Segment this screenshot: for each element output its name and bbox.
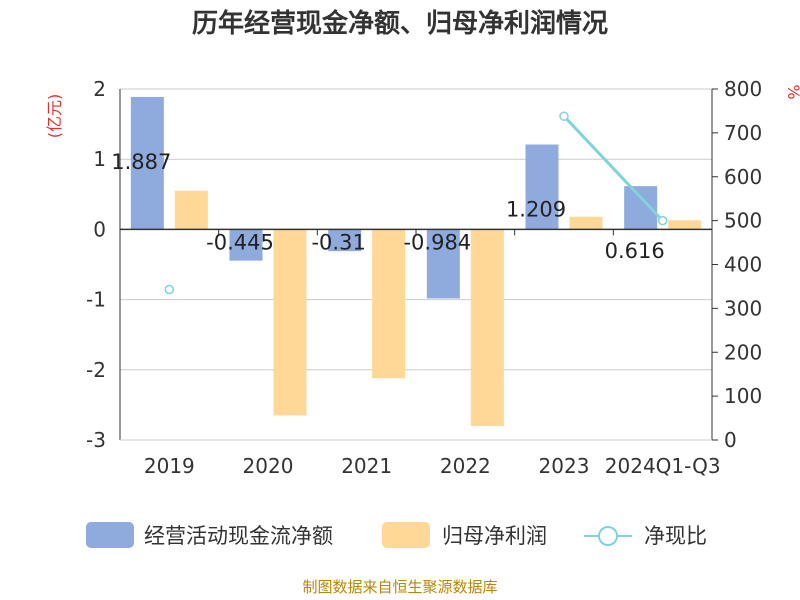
left-axis-unit: (亿元) bbox=[45, 94, 64, 139]
right-tick-label: 0 bbox=[724, 428, 737, 452]
right-tick-label: 500 bbox=[724, 209, 762, 233]
net-profit-bar bbox=[569, 216, 603, 230]
legend-marker-ratio bbox=[598, 526, 618, 546]
right-axis-unit: % bbox=[784, 84, 800, 99]
cashflow-bar bbox=[525, 144, 559, 230]
net-profit-bar bbox=[372, 229, 406, 379]
right-tick-label: 400 bbox=[724, 253, 762, 277]
axes: 2 1 0 -1 -2 -3 800 700 600 500 400 300 200 100 0 2019 20… bbox=[86, 77, 762, 478]
data-labels: 1.887 -0.445 -0.31 -0.984 1.209 0.616 bbox=[111, 150, 664, 263]
left-tick-label: 2 bbox=[93, 77, 106, 101]
right-tick-label: 100 bbox=[724, 384, 762, 408]
right-tick-label: 800 bbox=[724, 77, 762, 101]
left-tick-label: -3 bbox=[86, 428, 106, 452]
right-tick-label: 700 bbox=[724, 121, 762, 145]
ratio-line bbox=[164, 111, 668, 295]
cashflow-bar bbox=[426, 229, 460, 299]
cashflow-bar bbox=[229, 229, 263, 261]
legend-label-ratio: 净现比 bbox=[644, 524, 707, 548]
cashflow-data-label: 1.887 bbox=[111, 150, 171, 174]
cashflow-data-label: -0.31 bbox=[311, 230, 365, 254]
x-tick-label: 2022 bbox=[440, 454, 491, 478]
net-profit-bar bbox=[273, 229, 307, 416]
cashflow-data-label: -0.445 bbox=[206, 230, 274, 254]
cashflow-bar bbox=[328, 229, 362, 252]
right-tick-label: 300 bbox=[724, 296, 762, 320]
cashflow-data-label: -0.984 bbox=[403, 230, 471, 254]
net-profit-bar bbox=[174, 190, 208, 230]
net-profit-bar bbox=[470, 229, 504, 426]
data-source: 制图数据来自恒生聚源数据库 bbox=[302, 578, 497, 596]
x-tick-label: 2023 bbox=[539, 454, 590, 478]
legend-swatch-cashflow bbox=[86, 522, 134, 548]
right-tick-label: 600 bbox=[724, 165, 762, 189]
net-profit-bar bbox=[668, 220, 702, 230]
ratio-point bbox=[164, 284, 175, 295]
left-tick-label: -2 bbox=[86, 358, 106, 382]
left-tick-label: -1 bbox=[86, 288, 106, 312]
left-tick-label: 0 bbox=[93, 217, 106, 241]
legend-label-cashflow: 经营活动现金流净额 bbox=[144, 524, 333, 548]
ratio-point bbox=[559, 111, 569, 121]
left-tick-label: 1 bbox=[93, 147, 106, 171]
grid-lines bbox=[120, 88, 712, 441]
cashflow-data-label: 0.616 bbox=[605, 239, 665, 263]
legend-label-net-profit: 归母净利润 bbox=[442, 524, 547, 548]
right-tick-label: 200 bbox=[724, 340, 762, 364]
x-tick-label: 2024Q1-Q3 bbox=[605, 454, 721, 478]
ratio-point bbox=[657, 215, 668, 226]
chart-title: 历年经营现金净额、归母净利润情况 bbox=[192, 8, 608, 39]
x-tick-label: 2019 bbox=[144, 454, 195, 478]
cashflow-data-label: 1.209 bbox=[506, 198, 566, 222]
legend: 经营活动现金流净额 归母净利润 净现比 bbox=[86, 522, 707, 548]
bars bbox=[130, 96, 702, 426]
cashflow-bar bbox=[130, 96, 164, 230]
ratio-line-segment bbox=[562, 115, 664, 222]
legend-swatch-net-profit bbox=[382, 522, 430, 548]
x-tick-label: 2021 bbox=[341, 454, 392, 478]
x-tick-label: 2020 bbox=[243, 454, 294, 478]
